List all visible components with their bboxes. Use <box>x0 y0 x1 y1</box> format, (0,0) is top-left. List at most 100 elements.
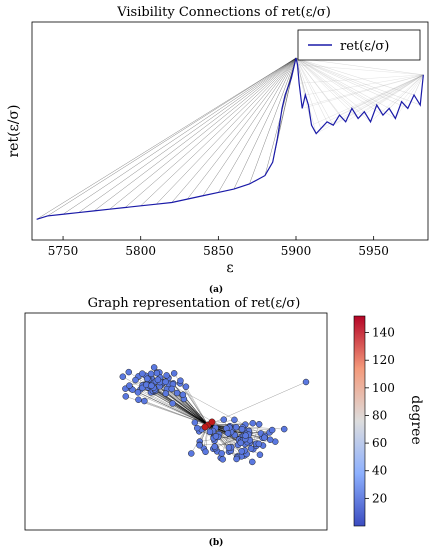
colorbar-tick-label: 20 <box>372 491 387 505</box>
network-node <box>233 455 240 463</box>
network-node <box>144 375 151 382</box>
visibility-edge <box>351 74 424 109</box>
hub-node <box>208 418 216 426</box>
network-node <box>163 372 170 379</box>
x-tick-label: 5800 <box>125 244 156 258</box>
visibility-edge <box>339 74 424 116</box>
colorbar-label: degree <box>408 395 424 444</box>
panel-b-caption: (b) <box>209 537 224 548</box>
network-node <box>220 416 228 423</box>
network-node <box>134 389 142 396</box>
colorbar-tick-label: 80 <box>372 408 387 422</box>
visibility-edge <box>36 57 297 220</box>
network-edge <box>129 385 209 426</box>
network-node <box>162 378 169 386</box>
visibility-edge <box>297 64 424 75</box>
network-node <box>170 370 178 377</box>
panel-b: Graph representation of ret(ε/σ) 1401201… <box>24 296 424 548</box>
x-axis-label: ε <box>226 260 233 276</box>
visibility-edge <box>395 74 424 119</box>
network-node <box>237 439 244 447</box>
visibility-edge <box>78 57 297 213</box>
visibility-edge <box>358 74 424 119</box>
visibility-edge <box>187 57 297 200</box>
network-node <box>188 450 195 457</box>
visibility-edge <box>171 57 297 203</box>
legend: ret(ε/σ) <box>297 29 421 61</box>
x-tick-label: 5900 <box>281 244 312 258</box>
network-node <box>224 430 232 437</box>
hub-nodes <box>201 418 216 431</box>
colorbar-tick-label: 140 <box>372 326 395 340</box>
visibility-edge <box>295 57 359 119</box>
network-nodes <box>119 364 310 466</box>
network-node <box>141 397 148 405</box>
visibility-edge <box>370 74 424 122</box>
network-edge <box>137 392 209 426</box>
network-node <box>177 377 184 384</box>
network-node <box>211 443 218 450</box>
visibility-edge <box>320 74 424 129</box>
network-node <box>173 389 181 397</box>
visibility-edge <box>218 57 297 193</box>
network-node <box>231 416 238 424</box>
visibility-edge <box>295 57 402 102</box>
network-node <box>256 451 264 458</box>
visibility-edge <box>376 74 424 106</box>
network-node <box>206 428 214 436</box>
x-tick-label: 5750 <box>48 244 79 258</box>
network-node <box>242 432 249 439</box>
colorbar-tick-label: 60 <box>372 436 387 450</box>
x-tick-label: 5850 <box>203 244 234 258</box>
network-node <box>218 450 225 457</box>
colorbar-ticks: 140 120 100 80 60 40 20 <box>365 326 395 505</box>
network-node <box>202 448 209 456</box>
visibility-edge <box>295 57 408 109</box>
network-node <box>238 448 245 455</box>
visibility-edge <box>295 57 340 116</box>
network-node <box>132 376 139 384</box>
visibility-edge <box>295 57 353 109</box>
ret-series-line <box>36 57 424 220</box>
visibility-edge <box>389 74 424 109</box>
network-node <box>139 370 146 377</box>
network-node <box>193 424 201 432</box>
network-node <box>147 370 155 378</box>
hub-node <box>201 423 209 431</box>
visibility-edge <box>47 57 297 217</box>
network-node <box>196 441 203 449</box>
network-node <box>249 419 256 427</box>
visibility-edge <box>295 57 421 106</box>
network-edge <box>179 383 209 426</box>
visibility-edge <box>295 57 415 96</box>
visibility-edge <box>295 57 322 129</box>
network-node <box>225 444 233 451</box>
visibility-edge <box>302 74 424 109</box>
network-node <box>122 393 130 400</box>
visibility-edge <box>295 57 377 106</box>
visibility-edge <box>233 57 297 190</box>
network-node <box>125 368 133 376</box>
network-node <box>266 436 274 443</box>
panel-a: Visibility Connections of ret(ε/σ) 5750 5… <box>6 5 429 295</box>
network-node <box>119 373 127 380</box>
network-node <box>280 425 288 433</box>
x-axis-ticks: 5750 5800 5850 5900 5950 <box>48 236 389 258</box>
visibility-edge <box>156 57 297 205</box>
network-node <box>249 458 256 466</box>
network-node <box>191 419 199 426</box>
x-tick-label: 5950 <box>358 244 389 258</box>
visibility-edge <box>109 57 297 210</box>
visibility-edge <box>140 57 297 207</box>
network-node <box>148 382 155 389</box>
visibility-edge <box>364 74 424 112</box>
network-node <box>232 423 240 431</box>
visibility-edge <box>295 57 334 126</box>
visibility-edge <box>308 74 424 106</box>
visibility-edge <box>345 74 424 122</box>
network-node <box>135 396 142 404</box>
network-edge <box>151 385 209 426</box>
y-axis-label: ret(ε/σ) <box>6 104 22 157</box>
network-node <box>182 383 190 390</box>
panel-a-caption: (a) <box>209 284 223 295</box>
